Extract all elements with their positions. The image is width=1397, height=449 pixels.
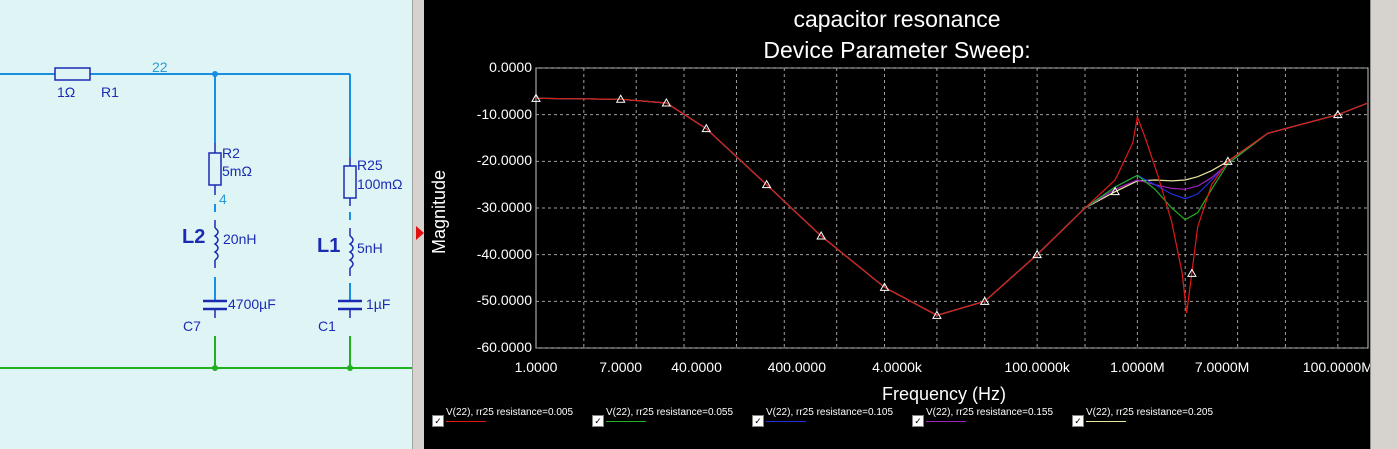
- x-tick-label: 400.0000: [767, 359, 826, 375]
- capacitor-c1-symbol[interactable]: [338, 299, 362, 311]
- y-tick-label: -20.0000: [476, 152, 532, 169]
- y-axis-ticks: 0.0000 -10.0000 -20.0000 -30.0000 -40.0000 -5…: [424, 0, 532, 449]
- pane-splitter[interactable]: [412, 0, 425, 449]
- x-tick-label: 4.0000k: [872, 359, 922, 375]
- graph-subtitle: Device Parameter Sweep:: [763, 37, 1031, 63]
- x-tick-label: 100.0000k: [1004, 359, 1070, 375]
- right-scrollbar[interactable]: [1370, 0, 1397, 449]
- legend-item[interactable]: ✓ V(22), rr25 resistance=0.105: [752, 408, 908, 434]
- x-tick-label: 7.0000M: [1194, 359, 1250, 375]
- legend-swatch: [1086, 421, 1126, 422]
- legend-label: V(22), rr25 resistance=0.005: [446, 407, 574, 418]
- capacitor-c7-symbol[interactable]: [203, 299, 227, 311]
- y-tick-label: -30.0000: [476, 199, 532, 215]
- r2-value: 5mΩ: [222, 163, 252, 179]
- plot-area[interactable]: [424, 0, 1370, 449]
- data-marker: [1223, 156, 1233, 165]
- grapher-panel[interactable]: capacitor resonance Device Parameter Swe…: [424, 0, 1373, 449]
- y-tick-label: -40.0000: [476, 245, 532, 262]
- resistor-r25-symbol[interactable]: [343, 165, 357, 199]
- legend-item[interactable]: ✓ V(22), rr25 resistance=0.155: [912, 408, 1068, 434]
- schematic-wires: [0, 67, 412, 371]
- legend-checkbox[interactable]: ✓: [432, 415, 444, 427]
- net-label-22: 22: [152, 59, 168, 75]
- legend-swatch: [606, 421, 646, 422]
- c7-value: 4700µF: [228, 296, 276, 312]
- data-marker: [1187, 268, 1197, 277]
- data-marker: [701, 123, 712, 133]
- legend: ✓ V(22), rr25 resistance=0.005 ✓ V(22), rr2…: [432, 408, 1362, 438]
- series-line: [535, 97, 1369, 316]
- legend-swatch: [766, 421, 806, 422]
- legend-checkbox[interactable]: ✓: [912, 415, 924, 427]
- legend-item[interactable]: ✓ V(22), rr25 resistance=0.055: [592, 408, 748, 434]
- x-tick-label: 1.0000: [514, 359, 558, 375]
- x-axis-label: Frequency (Hz): [882, 384, 1007, 404]
- x-tick-label: 100.0000M: [1302, 359, 1373, 375]
- inductor-l2-symbol[interactable]: [213, 227, 219, 261]
- data-marker: [531, 93, 541, 102]
- x-tick-label: 1.0000M: [1110, 359, 1165, 375]
- x-tick-label: 40.0000: [671, 359, 722, 375]
- legend-checkbox[interactable]: ✓: [592, 415, 604, 427]
- data-marker: [615, 94, 626, 103]
- r25-value: 100mΩ: [357, 176, 403, 192]
- series-line: [535, 97, 1369, 316]
- data-marker: [1032, 249, 1043, 259]
- legend-label: V(22), rr25 resistance=0.155: [926, 407, 1054, 418]
- data-marker: [661, 97, 672, 107]
- l2-name: L2: [182, 226, 206, 248]
- r1-value: 1Ω: [57, 84, 76, 100]
- l2-value: 20nH: [223, 231, 257, 247]
- c7-name: C7: [183, 318, 201, 334]
- y-tick-label: -50.0000: [476, 292, 532, 309]
- r25-name: R25: [357, 157, 383, 173]
- schematic-panel[interactable]: 22 1Ω R1 R2 5mΩ 4 L2 20nH 4700µF C7 R25 …: [0, 0, 412, 449]
- data-marker: [932, 310, 942, 319]
- resistor-r1-symbol[interactable]: [54, 67, 91, 81]
- graph-title: capacitor resonance: [793, 6, 1001, 32]
- legend-swatch: [926, 421, 966, 422]
- l1-value: 5nH: [357, 240, 383, 256]
- c1-name: C1: [318, 318, 336, 334]
- legend-item[interactable]: ✓ V(22), rr25 resistance=0.005: [432, 408, 588, 434]
- series-line: [535, 97, 1369, 316]
- splitter-marker-icon: [416, 226, 424, 240]
- l1-name: L1: [317, 235, 341, 257]
- y-tick-label: 0.0000: [489, 59, 532, 75]
- c1-value: 1µF: [366, 296, 391, 312]
- legend-swatch: [446, 421, 486, 422]
- r1-name: R1: [101, 84, 119, 100]
- legend-label: V(22), rr25 resistance=0.205: [1086, 407, 1214, 418]
- series-line: [535, 97, 1369, 316]
- data-marker: [1110, 186, 1120, 196]
- y-tick-label: -60.0000: [476, 339, 532, 355]
- inductor-l1-symbol[interactable]: [348, 235, 354, 269]
- legend-item[interactable]: ✓ V(22), rr25 resistance=0.205: [1072, 408, 1228, 434]
- legend-label: V(22), rr25 resistance=0.055: [606, 407, 734, 418]
- legend-label: V(22), rr25 resistance=0.105: [766, 407, 894, 418]
- node-4-label: 4: [219, 191, 227, 207]
- data-marker: [1332, 109, 1343, 119]
- resistor-r2-symbol[interactable]: [208, 152, 222, 186]
- data-marker: [816, 230, 827, 240]
- data-marker: [879, 282, 890, 291]
- legend-checkbox[interactable]: ✓: [1072, 415, 1084, 427]
- series-line: [535, 97, 1369, 316]
- y-axis-label: Magnitude: [429, 169, 449, 254]
- data-marker: [761, 179, 772, 189]
- legend-checkbox[interactable]: ✓: [752, 415, 764, 427]
- y-tick-label: -10.0000: [476, 105, 532, 122]
- r2-name: R2: [222, 145, 240, 161]
- data-marker: [979, 296, 990, 305]
- x-tick-label: 7.0000: [599, 359, 643, 375]
